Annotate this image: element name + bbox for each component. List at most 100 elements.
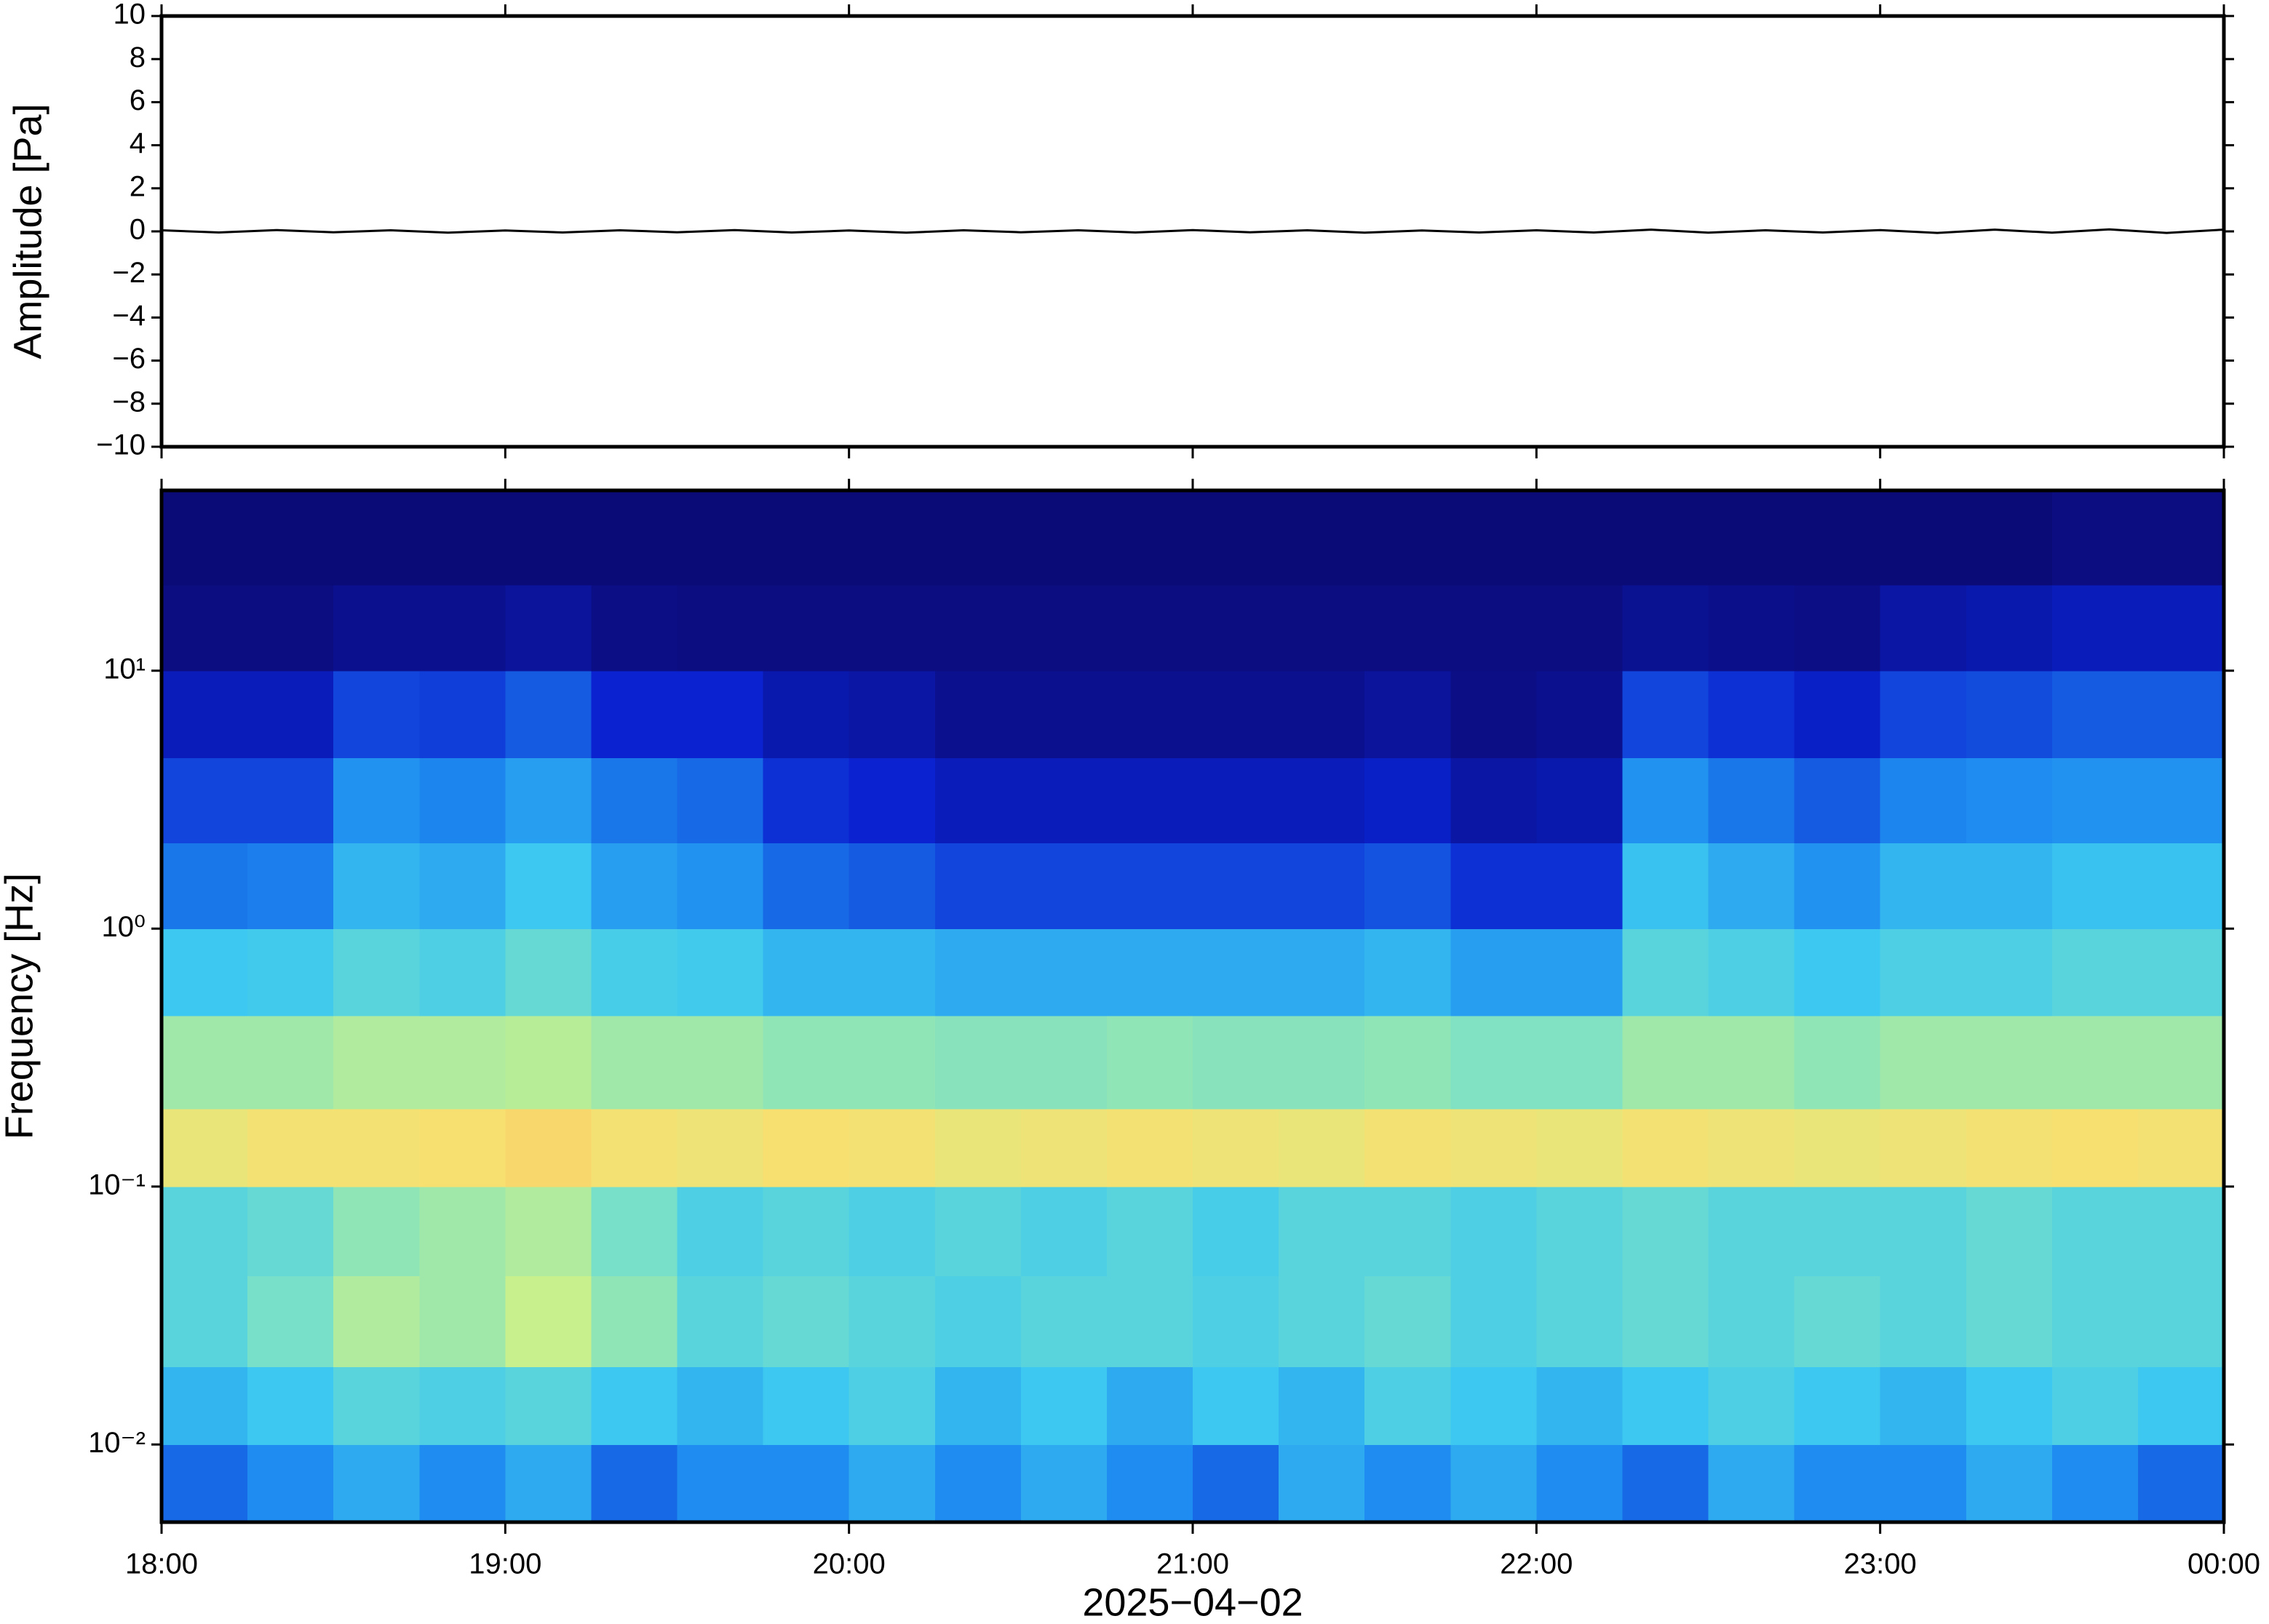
- spectrogram-cell: [591, 757, 677, 843]
- spectrogram-cell: [247, 1015, 334, 1110]
- spectrogram-cell: [419, 843, 506, 929]
- spectrogram-cell: [677, 584, 764, 672]
- spectrogram-cell: [1450, 928, 1537, 1016]
- spectrogram-cell: [1794, 843, 1881, 929]
- spectrogram-cell: [849, 584, 936, 672]
- spectrogram-cell: [1708, 1444, 1795, 1523]
- spectrogram-cell: [2051, 1015, 2139, 1110]
- spectrogram-cell: [2051, 1366, 2139, 1445]
- spectrogram-cell: [1708, 757, 1795, 843]
- spectrogram-cell: [1193, 1015, 1279, 1110]
- spectrogram-cell: [1106, 1015, 1193, 1110]
- spectrogram-cell: [162, 1444, 248, 1523]
- spectrogram-cell: [1193, 928, 1279, 1016]
- spectrogram-cell: [505, 1275, 592, 1368]
- spectrogram-cell: [1020, 584, 1108, 672]
- spectrogram-cell: [1536, 1366, 1623, 1445]
- spectrogram-cell: [505, 843, 592, 929]
- spectrogram-cell: [1106, 1186, 1193, 1277]
- spectrogram-cell: [934, 670, 1022, 758]
- spectrogram-cell: [1622, 1444, 1709, 1523]
- spectrogram-cell: [1966, 757, 2053, 843]
- spectrogram-cell: [1279, 670, 1365, 758]
- spectrogram-cell: [2051, 928, 2139, 1016]
- y-tick-label: −10: [96, 429, 146, 461]
- spectrogram-cell: [763, 1444, 850, 1523]
- spectrogram-cell: [2137, 1186, 2225, 1277]
- spectrogram-cell: [1364, 757, 1451, 843]
- spectrogram-cell: [1450, 1015, 1537, 1110]
- y-tick-label: 4: [130, 127, 146, 159]
- spectrogram-cell: [2137, 670, 2225, 758]
- spectrogram-cell: [333, 1109, 420, 1187]
- spectrogram-cell: [419, 670, 506, 758]
- spectrogram-cell: [2137, 1015, 2225, 1110]
- spectrogram-cell: [1450, 490, 1537, 586]
- spectrogram-cell: [333, 843, 420, 929]
- spectrogram-cell: [677, 1366, 764, 1445]
- spectrogram-cell: [505, 1444, 592, 1523]
- spectrogram-cell: [1536, 490, 1623, 586]
- spectrogram-cell: [2051, 1186, 2139, 1277]
- spectrogram-cell: [1622, 1109, 1709, 1187]
- spectrogram-cell: [1450, 584, 1537, 672]
- x-tick-label: 18:00: [125, 1548, 198, 1580]
- spectrogram-cell: [934, 757, 1022, 843]
- spectrogram-cell: [1622, 1366, 1709, 1445]
- spectrogram-cell: [849, 1444, 936, 1523]
- spectrogram-cell: [247, 928, 334, 1016]
- spectrogram-cell: [677, 490, 764, 586]
- spectrogram-cell: [2051, 490, 2139, 586]
- spectrogram-cell: [1364, 928, 1451, 1016]
- spectrogram-cell: [162, 1186, 248, 1277]
- spectrogram-cell: [1450, 843, 1537, 929]
- spectrogram-cell: [1020, 843, 1108, 929]
- spectrogram-cell: [333, 584, 420, 672]
- spectrogram-cell: [1794, 1366, 1881, 1445]
- spectrogram-cell: [763, 757, 850, 843]
- spectrogram-cell: [1622, 670, 1709, 758]
- spectrogram-cell: [1450, 1366, 1537, 1445]
- spectrogram-cell: [677, 1444, 764, 1523]
- spectrogram-cell: [1536, 1444, 1623, 1523]
- spectrogram-cell: [934, 490, 1022, 586]
- spectrogram-cell: [1794, 928, 1881, 1016]
- spectrogram-cell: [1106, 584, 1193, 672]
- spectrogram-cell: [1708, 1015, 1795, 1110]
- spectrogram-cell: [1880, 584, 1967, 672]
- spectrogram-cell: [1708, 490, 1795, 586]
- spectrogram-cell: [2051, 584, 2139, 672]
- spectrogram-cell: [677, 1015, 764, 1110]
- spectrogram-cell: [247, 1186, 334, 1277]
- spectrogram-cell: [1622, 584, 1709, 672]
- spectrogram-cell: [763, 843, 850, 929]
- spectrogram-cell: [1279, 1186, 1365, 1277]
- spectrogram-cell: [1708, 928, 1795, 1016]
- spectrogram-cell: [849, 490, 936, 586]
- spectrogram-cell: [333, 490, 420, 586]
- spectrogram-cell: [505, 584, 592, 672]
- spectrogram-cell: [247, 1275, 334, 1368]
- spectrogram-cell: [2051, 1275, 2139, 1368]
- spectrogram-cell: [1364, 490, 1451, 586]
- spectrogram-cell: [162, 1275, 248, 1368]
- spectrogram-cell: [763, 1366, 850, 1445]
- spectrogram-cell: [1622, 1186, 1709, 1277]
- spectrogram-cell: [1279, 490, 1365, 586]
- spectrogram-cell: [1193, 1275, 1279, 1368]
- y-tick-label: 8: [130, 41, 146, 73]
- spectrogram-cell: [1020, 1186, 1108, 1277]
- spectrogram-cell: [1880, 1366, 1967, 1445]
- x-tick-label: 20:00: [813, 1548, 886, 1580]
- spectrogram-cell: [419, 928, 506, 1016]
- spectrogram-cell: [505, 490, 592, 586]
- spectrogram-cell: [505, 757, 592, 843]
- spectrogram-cell: [1364, 1109, 1451, 1187]
- spectrogram-cell: [1794, 584, 1881, 672]
- spectrogram-cell: [2051, 1444, 2139, 1523]
- spectrogram-cell: [934, 1109, 1022, 1187]
- spectrogram-cell: [505, 928, 592, 1016]
- spectrogram-cell: [2137, 843, 2225, 929]
- spectrogram-cell: [333, 1186, 420, 1277]
- y-tick-label: 6: [130, 84, 146, 116]
